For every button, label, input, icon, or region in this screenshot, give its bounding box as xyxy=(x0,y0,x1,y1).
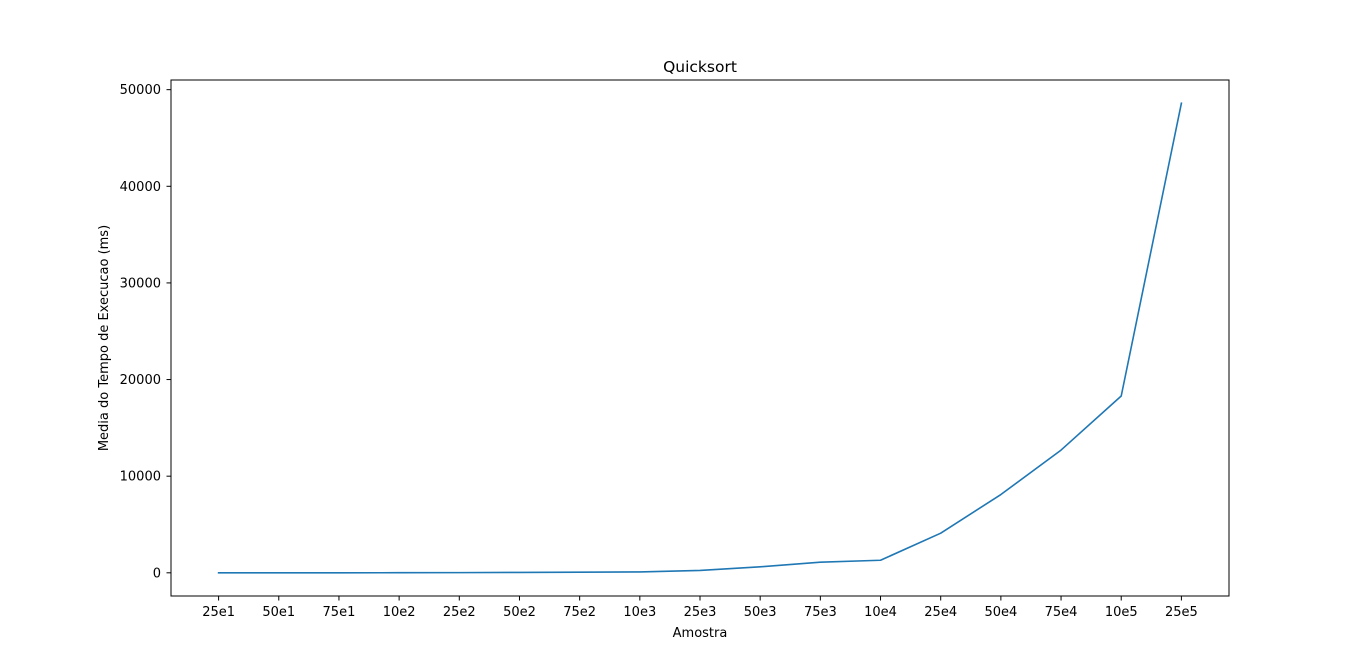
x-tick-label: 10e3 xyxy=(623,605,656,620)
x-tick-label: 25e5 xyxy=(1165,605,1198,620)
x-tick-label: 25e4 xyxy=(924,605,957,620)
y-axis-label: Media do Tempo de Execucao (ms) xyxy=(97,225,112,451)
y-tick-label: 0 xyxy=(153,566,161,581)
y-tick-label: 50000 xyxy=(120,83,161,98)
x-tick-label: 10e4 xyxy=(864,605,897,620)
series-line-0 xyxy=(217,102,1183,574)
x-tick-label: 75e4 xyxy=(1045,605,1078,620)
y-tick-label: 30000 xyxy=(120,276,161,291)
x-tick-label: 50e1 xyxy=(262,605,295,620)
x-tick-label: 10e5 xyxy=(1105,605,1138,620)
x-axis: 25e1 50e1 75e1 10e2 25e2 50e2 75e2 10e3 25e3 50e3… xyxy=(202,596,1198,620)
x-tick-label: 10e2 xyxy=(383,605,416,620)
x-tick-label: 25e1 xyxy=(202,605,235,620)
plot-area xyxy=(217,102,1183,574)
x-tick-label: 75e3 xyxy=(804,605,837,620)
y-tick-label: 10000 xyxy=(120,470,161,485)
y-tick-label: 20000 xyxy=(120,373,161,388)
x-tick-label: 75e1 xyxy=(323,605,356,620)
x-tick-label: 50e4 xyxy=(984,605,1017,620)
x-axis-label: Amostra xyxy=(673,626,728,641)
x-tick-label: 50e2 xyxy=(503,605,536,620)
axes-frame xyxy=(170,79,1230,597)
y-tick-label: 40000 xyxy=(120,180,161,195)
chart-title: Quicksort xyxy=(663,58,737,76)
x-tick-label: 50e3 xyxy=(744,605,777,620)
x-tick-label: 75e2 xyxy=(563,605,596,620)
x-tick-label: 25e2 xyxy=(443,605,476,620)
y-axis: 0 10000 20000 30000 40000 50000 xyxy=(120,83,171,581)
x-tick-label: 25e3 xyxy=(684,605,717,620)
